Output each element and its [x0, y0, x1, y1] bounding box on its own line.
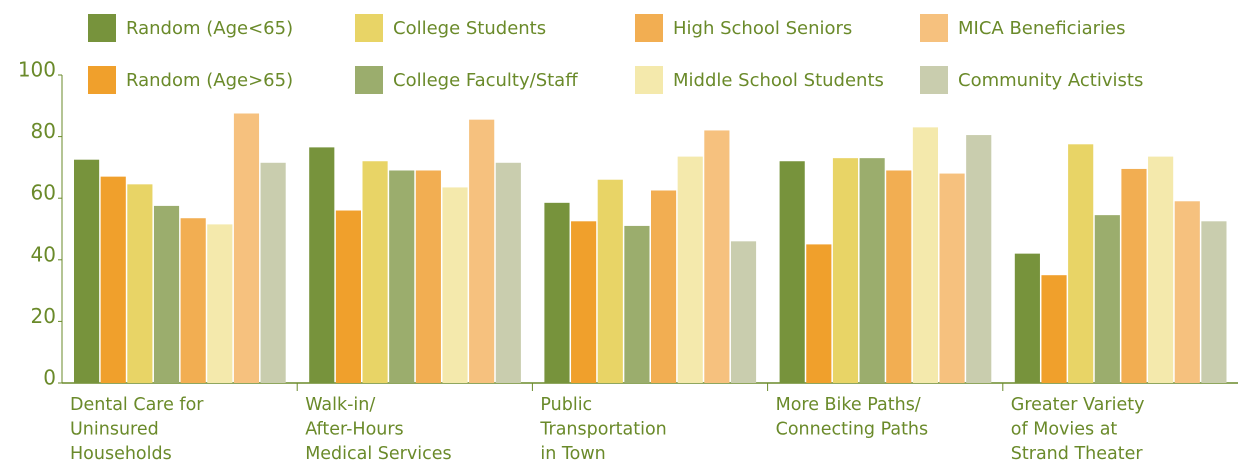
- bar: [335, 210, 361, 383]
- x-tick-label: Walk-in/After-Hours Medical Services: [305, 395, 451, 461]
- legend-label: College Students: [393, 18, 546, 39]
- bar: [859, 158, 885, 383]
- y-tick-label: 60: [31, 181, 56, 205]
- bar: [624, 225, 650, 383]
- bar: [1068, 144, 1094, 383]
- y-tick-label: 0: [43, 366, 56, 390]
- bar: [207, 224, 233, 383]
- bar: [544, 202, 570, 383]
- bar: [704, 130, 730, 383]
- legend-swatch: [635, 14, 663, 42]
- bar: [180, 218, 206, 383]
- legend-swatch: [88, 66, 116, 94]
- bar: [74, 159, 100, 383]
- x-tick-label: Public Transportation in Town: [539, 395, 666, 461]
- legend-swatch: [355, 66, 383, 94]
- bar: [260, 162, 286, 383]
- bar: [233, 113, 260, 383]
- y-tick-label: 20: [31, 304, 56, 328]
- bar: [886, 170, 912, 383]
- bar: [597, 179, 623, 383]
- x-tick-label: More Bike Paths/Connecting Paths: [776, 395, 929, 440]
- bar: [1121, 168, 1147, 383]
- bar: [309, 147, 335, 383]
- legend-swatch: [920, 14, 948, 42]
- legend-label: College Faculty/Staff: [393, 70, 578, 91]
- bar: [651, 190, 677, 383]
- legend-label: Random (Age>65): [126, 70, 293, 91]
- bar: [415, 170, 441, 383]
- bar: [730, 241, 757, 383]
- y-tick-label: 80: [31, 119, 56, 143]
- legend-swatch: [355, 14, 383, 42]
- legend-label: Random (Age<65): [126, 18, 293, 39]
- legend-label: High School Seniors: [673, 18, 852, 39]
- bar: [1094, 215, 1120, 383]
- y-tick-label: 100: [18, 58, 56, 82]
- bar: [571, 221, 597, 383]
- bar: [389, 170, 415, 383]
- bar: [469, 119, 495, 383]
- bar: [832, 158, 859, 383]
- bar: [100, 176, 126, 383]
- bar: [362, 161, 388, 383]
- bar: [495, 162, 521, 383]
- bar: [912, 127, 938, 383]
- bar: [966, 135, 992, 383]
- x-tick-label: Greater Variety of Movies at Strand Theate…: [1011, 395, 1145, 461]
- bar: [779, 161, 805, 383]
- bar: [806, 244, 832, 383]
- legend-swatch: [88, 14, 116, 42]
- legend-label: Community Activists: [958, 70, 1143, 91]
- bar: [1174, 201, 1200, 383]
- bar: [1148, 156, 1174, 383]
- bar: [1041, 275, 1067, 383]
- bar: [127, 184, 153, 383]
- legend-swatch: [635, 66, 663, 94]
- y-tick-label: 40: [31, 242, 56, 266]
- bar: [939, 173, 965, 383]
- bar: [442, 187, 468, 383]
- bar: [1014, 253, 1040, 383]
- legend-swatch: [920, 66, 948, 94]
- x-tick-label: Dental Care for Uninsured Households: [70, 395, 204, 461]
- legend-label: MICA Beneficiaries: [958, 18, 1125, 39]
- bar: [1201, 221, 1227, 383]
- legend-label: Middle School Students: [673, 70, 884, 91]
- bar: [153, 205, 180, 383]
- bar: [677, 156, 703, 383]
